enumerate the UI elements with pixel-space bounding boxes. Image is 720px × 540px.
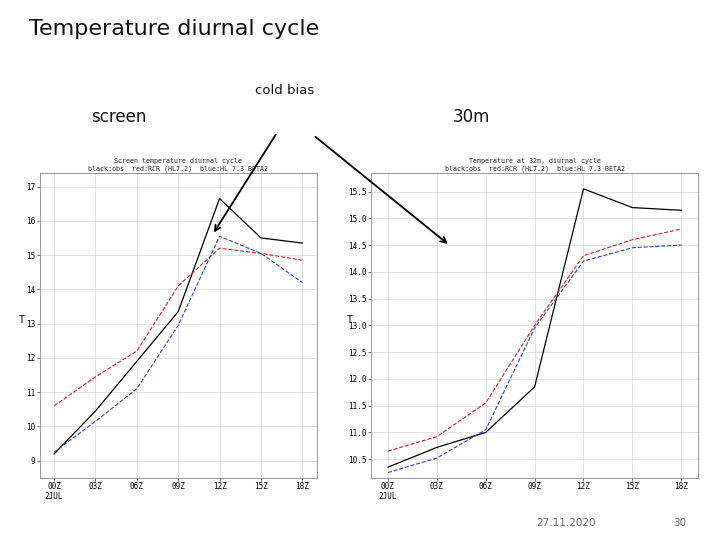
Y-axis label: T: T — [346, 315, 353, 325]
Text: 30m: 30m — [453, 108, 490, 126]
Title: Temperature at 32m, diurnal cycle
black:obs  red:RCR (HL7.2)  blue:HL 7.3 BETA2: Temperature at 32m, diurnal cycle black:… — [445, 158, 625, 172]
Text: 27.11.2020: 27.11.2020 — [536, 518, 596, 528]
Text: Temperature diurnal cycle: Temperature diurnal cycle — [29, 19, 319, 39]
Title: Screen temperature diurnal cycle
black:obs  red:RCR (HL7.2)  blue:HL 7.3 BETA2: Screen temperature diurnal cycle black:o… — [88, 158, 268, 172]
Text: screen: screen — [91, 108, 146, 126]
Text: cold bias: cold bias — [255, 84, 314, 97]
Text: 30: 30 — [673, 518, 686, 528]
Y-axis label: T: T — [19, 315, 24, 325]
